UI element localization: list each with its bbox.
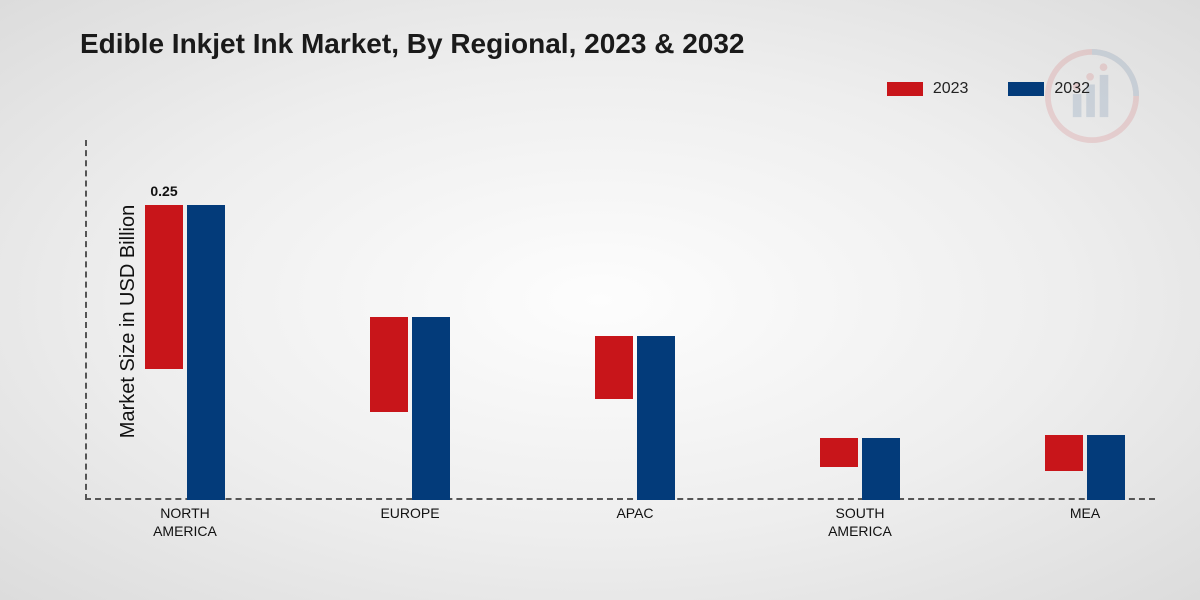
legend-label-2032: 2032 xyxy=(1054,80,1090,98)
bar-2032 xyxy=(412,317,450,500)
legend-swatch-2023 xyxy=(887,82,923,96)
bar-2023: 0.25 xyxy=(145,205,183,369)
x-axis-category-label: NORTH AMERICA xyxy=(120,505,250,540)
bar-2023 xyxy=(820,438,858,467)
legend-label-2023: 2023 xyxy=(933,80,969,98)
bar-group: 0.25 xyxy=(120,205,250,500)
bar-2032 xyxy=(1087,435,1125,500)
bar-group xyxy=(795,438,925,500)
bar-2023 xyxy=(370,317,408,412)
bar-value-label: 0.25 xyxy=(150,183,177,199)
legend-item-2032: 2032 xyxy=(1008,80,1090,98)
legend-item-2023: 2023 xyxy=(887,80,969,98)
plot-area: 0.25 xyxy=(85,140,1155,500)
bar-group xyxy=(1020,435,1150,500)
bar-2032 xyxy=(187,205,225,500)
bar-2023 xyxy=(1045,435,1083,471)
bar-2032 xyxy=(862,438,900,500)
legend: 2023 2032 xyxy=(887,80,1090,98)
x-axis-labels: NORTH AMERICA EUROPE APAC SOUTH AMERICA MEA xyxy=(85,505,1155,565)
x-axis-category-label: APAC xyxy=(570,505,700,523)
bar-2023 xyxy=(595,336,633,398)
chart-canvas: Edible Inkjet Ink Market, By Regional, 2… xyxy=(0,0,1200,600)
x-axis-category-label: SOUTH AMERICA xyxy=(795,505,925,540)
bar-2032 xyxy=(637,336,675,500)
y-axis-line xyxy=(85,140,87,500)
x-axis-category-label: EUROPE xyxy=(345,505,475,523)
x-axis-category-label: MEA xyxy=(1020,505,1150,523)
bar-group xyxy=(345,317,475,500)
bar-group xyxy=(570,336,700,500)
chart-title: Edible Inkjet Ink Market, By Regional, 2… xyxy=(80,28,744,60)
legend-swatch-2032 xyxy=(1008,82,1044,96)
